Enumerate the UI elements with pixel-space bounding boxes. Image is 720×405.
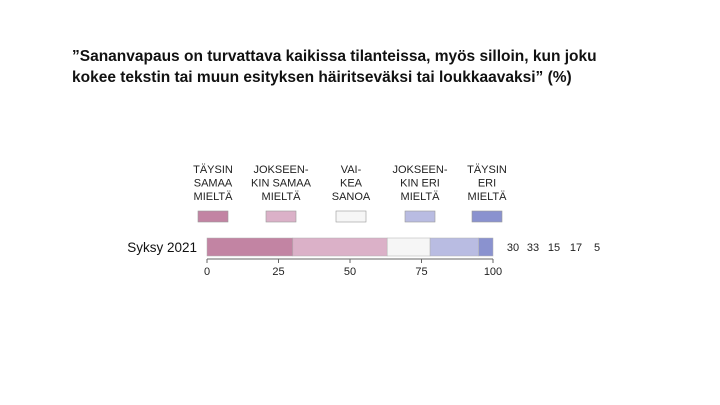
legend-label-1-line-3: MIELTÄ	[194, 191, 234, 203]
row-label-1: Syksy 2021	[127, 240, 197, 255]
legend-label-2-line-2: KIN SAMAA	[251, 178, 312, 190]
legend-label-5-line-2: ERI	[478, 178, 496, 190]
legend-label-1-line-2: SAMAA	[194, 178, 233, 190]
x-axis: 0 25 50 75 100	[204, 258, 502, 278]
legend-swatch-1	[197, 210, 229, 223]
x-tick-label-2: 25	[272, 266, 284, 278]
x-tick-label-4: 75	[415, 266, 427, 278]
bar-segment-5	[478, 237, 494, 257]
value-label-2: 33	[527, 242, 539, 254]
chart-title-line-1: ”Sananvapaus on turvattava kaikissa tila…	[72, 48, 597, 65]
legend-label-2-line-1: JOKSEEN-	[253, 164, 308, 176]
legend-swatch-5	[471, 210, 503, 223]
bar-segment-4	[429, 237, 479, 257]
legend-label-4-line-2: KIN ERI	[400, 178, 440, 190]
value-labels: 30 33 15 17 5	[507, 242, 600, 254]
legend-label-3-line-1: VAI-	[341, 164, 362, 176]
x-tick-label-5: 100	[484, 266, 502, 278]
legend-label-1-line-1: TÄYSIN	[193, 164, 233, 176]
value-label-3: 15	[548, 242, 560, 254]
legend-label-2-line-3: MIELTÄ	[262, 191, 302, 203]
legend-swatch-2	[265, 210, 297, 223]
chart-title: ”Sananvapaus on turvattava kaikissa tila…	[72, 46, 672, 88]
row-labels: Syksy 2021	[127, 240, 197, 255]
bar-segments	[206, 237, 494, 257]
value-label-1: 30	[507, 242, 519, 254]
bar-segment-1	[206, 237, 294, 257]
value-label-4: 17	[570, 242, 582, 254]
value-label-5: 5	[594, 242, 600, 254]
x-tick-label-3: 50	[344, 266, 356, 278]
chart-title-line-2: kokee tekstin tai muun esityksen häirits…	[72, 69, 572, 86]
legend-label-3-line-3: SANOA	[332, 191, 371, 203]
legend-label-5-line-3: MIELTÄ	[468, 191, 508, 203]
legend-label-3-line-2: KEA	[340, 178, 363, 190]
legend-swatch-4	[404, 210, 436, 223]
bar-segment-3	[386, 237, 431, 257]
legend-label-5-line-1: TÄYSIN	[467, 164, 507, 176]
legend-label-4-line-3: MIELTÄ	[401, 191, 441, 203]
bar-segment-2	[292, 237, 388, 257]
legend-label-4-line-1: JOKSEEN-	[392, 164, 447, 176]
legend-swatch-3	[335, 210, 367, 223]
x-tick-label-1: 0	[204, 266, 210, 278]
